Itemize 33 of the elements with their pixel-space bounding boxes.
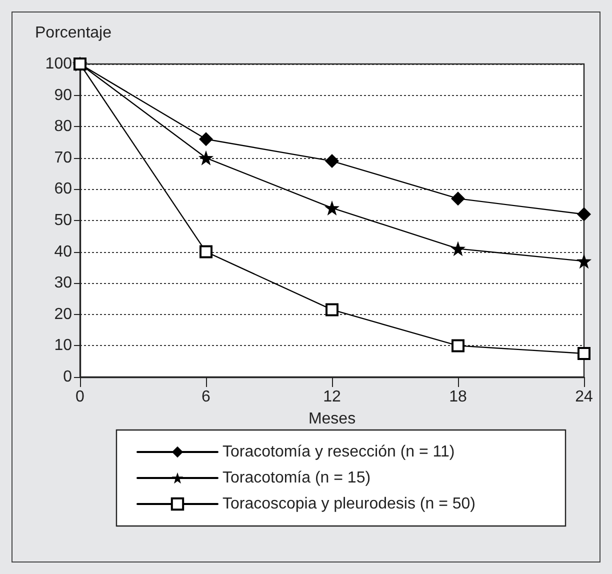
point (326, 303, 338, 316)
x-tick-label: 18 (449, 388, 467, 406)
point (198, 150, 214, 166)
point (199, 132, 213, 146)
x-axis-title: Meses (308, 410, 356, 428)
legend-label: Toracoscopia y pleurodesis (n = 50) (222, 496, 476, 512)
legend-label: Toracotomía (n = 15) (222, 470, 371, 486)
point (577, 207, 591, 222)
y-tick-label: 100 (45, 56, 72, 72)
legend-label: Toracotomía y resección (n = 11) (222, 444, 455, 460)
y-tick-label: 60 (54, 180, 72, 198)
y-tick-label: 30 (54, 274, 72, 292)
point (450, 241, 466, 256)
y-tick-label: 10 (54, 337, 72, 354)
y-tick-label: 90 (54, 86, 72, 104)
point (451, 192, 465, 206)
y-tick-label: 70 (54, 149, 72, 166)
y-axis-title: Porcentaje (35, 24, 112, 42)
point (324, 200, 340, 216)
x-tick-label: 24 (575, 388, 593, 406)
y-tick-label: 20 (54, 306, 72, 323)
x-tick-label: 6 (202, 388, 211, 406)
x-tick-label: 0 (76, 388, 85, 406)
point (452, 339, 464, 352)
point (325, 154, 339, 168)
y-tick-label: 80 (54, 118, 72, 136)
y-tick-label: 40 (54, 243, 72, 260)
point (576, 254, 592, 269)
point (578, 347, 590, 360)
y-tick-label: 50 (54, 212, 72, 229)
point (200, 245, 212, 258)
x-tick-label: 12 (323, 388, 341, 406)
y-tick-label: 0 (63, 368, 72, 386)
